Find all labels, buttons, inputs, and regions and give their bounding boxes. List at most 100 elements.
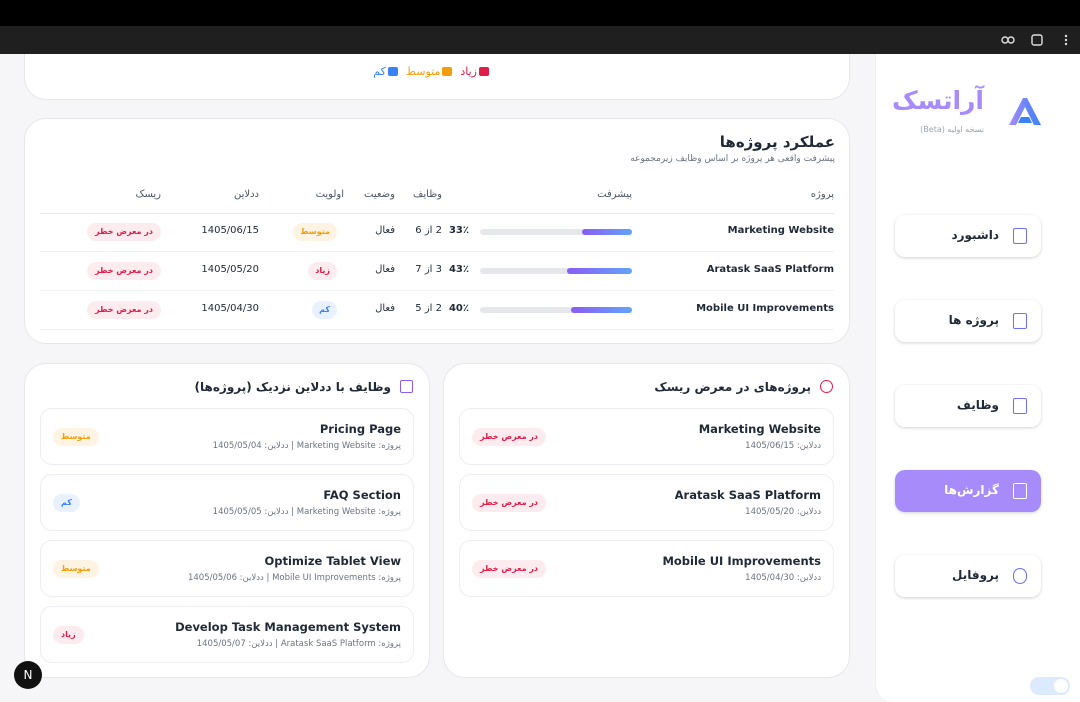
card-title: پروژه‌های در معرض ریسک: [654, 380, 811, 394]
nav-icon: [1013, 228, 1027, 244]
list-item[interactable]: Aratask SaaS Platform ددلاین: 1405/05/20 د…: [459, 474, 834, 531]
list-item[interactable]: Mobile UI Improvements ددلاین: 1405/04/30…: [459, 540, 834, 597]
list-item[interactable]: Pricing Page پروژه: Marketing Website | د…: [40, 408, 414, 465]
task-count: 2 از 5: [415, 303, 442, 314]
nav-item[interactable]: داشبورد: [895, 215, 1041, 257]
divider: [40, 329, 834, 330]
project-name: Aratask SaaS Platform: [706, 264, 834, 275]
toggle-knob: [1054, 679, 1068, 693]
nav-label: پروفایل: [951, 568, 999, 582]
divider: [40, 213, 834, 214]
task-count: 3 از 7: [415, 264, 442, 275]
legend-swatch: [387, 67, 398, 76]
priority-badge: زیاد: [53, 626, 84, 644]
status: فعال: [375, 303, 395, 314]
item-title: FAQ Section: [323, 488, 401, 502]
item-title: Develop Task Management System: [175, 620, 401, 634]
card-subtitle: پیشرفت واقعی هر پروژه بر اساس وظایف زیرم…: [630, 154, 835, 164]
list-item[interactable]: Marketing Website ددلاین: 1405/06/15 در مع…: [459, 408, 834, 465]
progress-bar: [566, 268, 632, 274]
nav-icon: [1013, 483, 1027, 499]
list-item[interactable]: Develop Task Management System پروژه: Ara…: [40, 606, 414, 663]
table-header: وظایف: [413, 189, 442, 200]
item-meta: پروژه: Marketing Website | ددلاین: 1405/…: [212, 507, 401, 517]
project-name: Marketing Website: [727, 225, 834, 236]
risk-badge: در معرض خطر: [86, 262, 161, 280]
list-item[interactable]: Optimize Tablet View پروژه: Mobile UI Imp…: [40, 540, 414, 597]
priority-badge: متوسط: [293, 223, 337, 241]
legend: زیاد متوسط کم: [373, 65, 489, 78]
title-icon: [820, 380, 833, 393]
item-title: Marketing Website: [698, 422, 821, 436]
item-meta: ددلاین: 1405/06/15: [745, 441, 821, 451]
card-title: وظایف با ددلاین نزدیک (پروژه‌ها): [194, 380, 391, 394]
version: نسخه اولیه (Beta): [920, 125, 984, 134]
nav-item[interactable]: گزارش‌ها: [895, 470, 1041, 512]
item-meta: پروژه: Aratask SaaS Platform | ددلاین: 1…: [196, 639, 401, 649]
task-count: 2 از 6: [415, 225, 442, 236]
deadline-card: وظایف با ددلاین نزدیک (پروژه‌ها) Pricing …: [24, 363, 430, 678]
priority-badge: زیاد: [308, 262, 337, 280]
nav-label: داشبورد: [951, 228, 999, 242]
item-meta: پروژه: Mobile UI Improvements | ددلاین: …: [187, 573, 401, 583]
table-header: پروژه: [810, 189, 834, 200]
deadline: 1405/04/30: [201, 303, 259, 314]
logo-icon: [1009, 98, 1041, 125]
risk-badge: در معرض خطر: [472, 428, 547, 446]
risk-card: پروژه‌های در معرض ریسک Marketing Website د…: [443, 363, 850, 678]
priority-badge: کم: [312, 301, 337, 319]
progress-bar: [571, 307, 632, 313]
risk-badge: در معرض خطر: [86, 301, 161, 319]
progress-label: 40٪: [448, 303, 469, 314]
item-meta: پروژه: Marketing Website | ددلاین: 1405/…: [212, 441, 401, 451]
divider: [40, 251, 834, 252]
nav-icon: [1013, 568, 1027, 584]
item-title: Mobile UI Improvements: [662, 554, 821, 568]
nav-item[interactable]: وظایف: [895, 385, 1041, 427]
legend-label: متوسط: [405, 65, 441, 78]
list-item[interactable]: FAQ Section پروژه: Marketing Website | دد…: [40, 474, 414, 531]
logo-text: آراتسک: [892, 86, 984, 115]
legend-swatch: [479, 67, 489, 76]
nav-icon: [1013, 398, 1027, 414]
item-title: Aratask SaaS Platform: [674, 488, 821, 502]
table-header: پیشرفت: [597, 189, 632, 200]
progress-track: [480, 229, 632, 235]
item-title: Pricing Page: [319, 422, 401, 436]
status: فعال: [375, 225, 395, 236]
risk-badge: در معرض خطر: [86, 223, 161, 241]
nav-item[interactable]: پروژه ها: [895, 300, 1041, 342]
nav-label: وظایف: [956, 398, 999, 412]
nav-item[interactable]: پروفایل: [895, 555, 1041, 597]
progress-label: 33٪: [448, 225, 469, 236]
progress-track: [480, 307, 632, 313]
deadline: 1405/05/20: [201, 264, 259, 275]
item-title: Optimize Tablet View: [264, 554, 401, 568]
theme-toggle[interactable]: [1030, 677, 1070, 695]
bar-cover: [0, 26, 875, 54]
card-title: عملکرد پروژه‌ها: [719, 133, 835, 151]
progress-label: 43٪: [448, 264, 469, 275]
dev-badge[interactable]: N: [14, 661, 42, 689]
nav-label: پروژه ها: [948, 313, 999, 327]
title-icon: [400, 380, 413, 393]
divider: [40, 290, 834, 291]
deadline: 1405/06/15: [201, 225, 259, 236]
table-header: ددلاین: [233, 189, 259, 200]
browser-icons[interactable]: [1000, 33, 1076, 47]
risk-badge: در معرض خطر: [472, 560, 547, 578]
legend-label: کم: [373, 65, 386, 78]
legend-item: زیاد: [460, 65, 489, 78]
sidebar: آراتسک نسخه اولیه (Beta): [875, 54, 1080, 702]
status: فعال: [375, 264, 395, 275]
nav-icon: [1013, 313, 1027, 329]
nav-label: گزارش‌ها: [944, 483, 999, 497]
project-name: Mobile UI Improvements: [696, 303, 834, 314]
legend-swatch: [442, 67, 453, 76]
progress-bar: [581, 229, 632, 235]
priority-badge: متوسط: [53, 428, 99, 446]
progress-track: [480, 268, 632, 274]
table-header: وضعیت: [364, 189, 395, 200]
